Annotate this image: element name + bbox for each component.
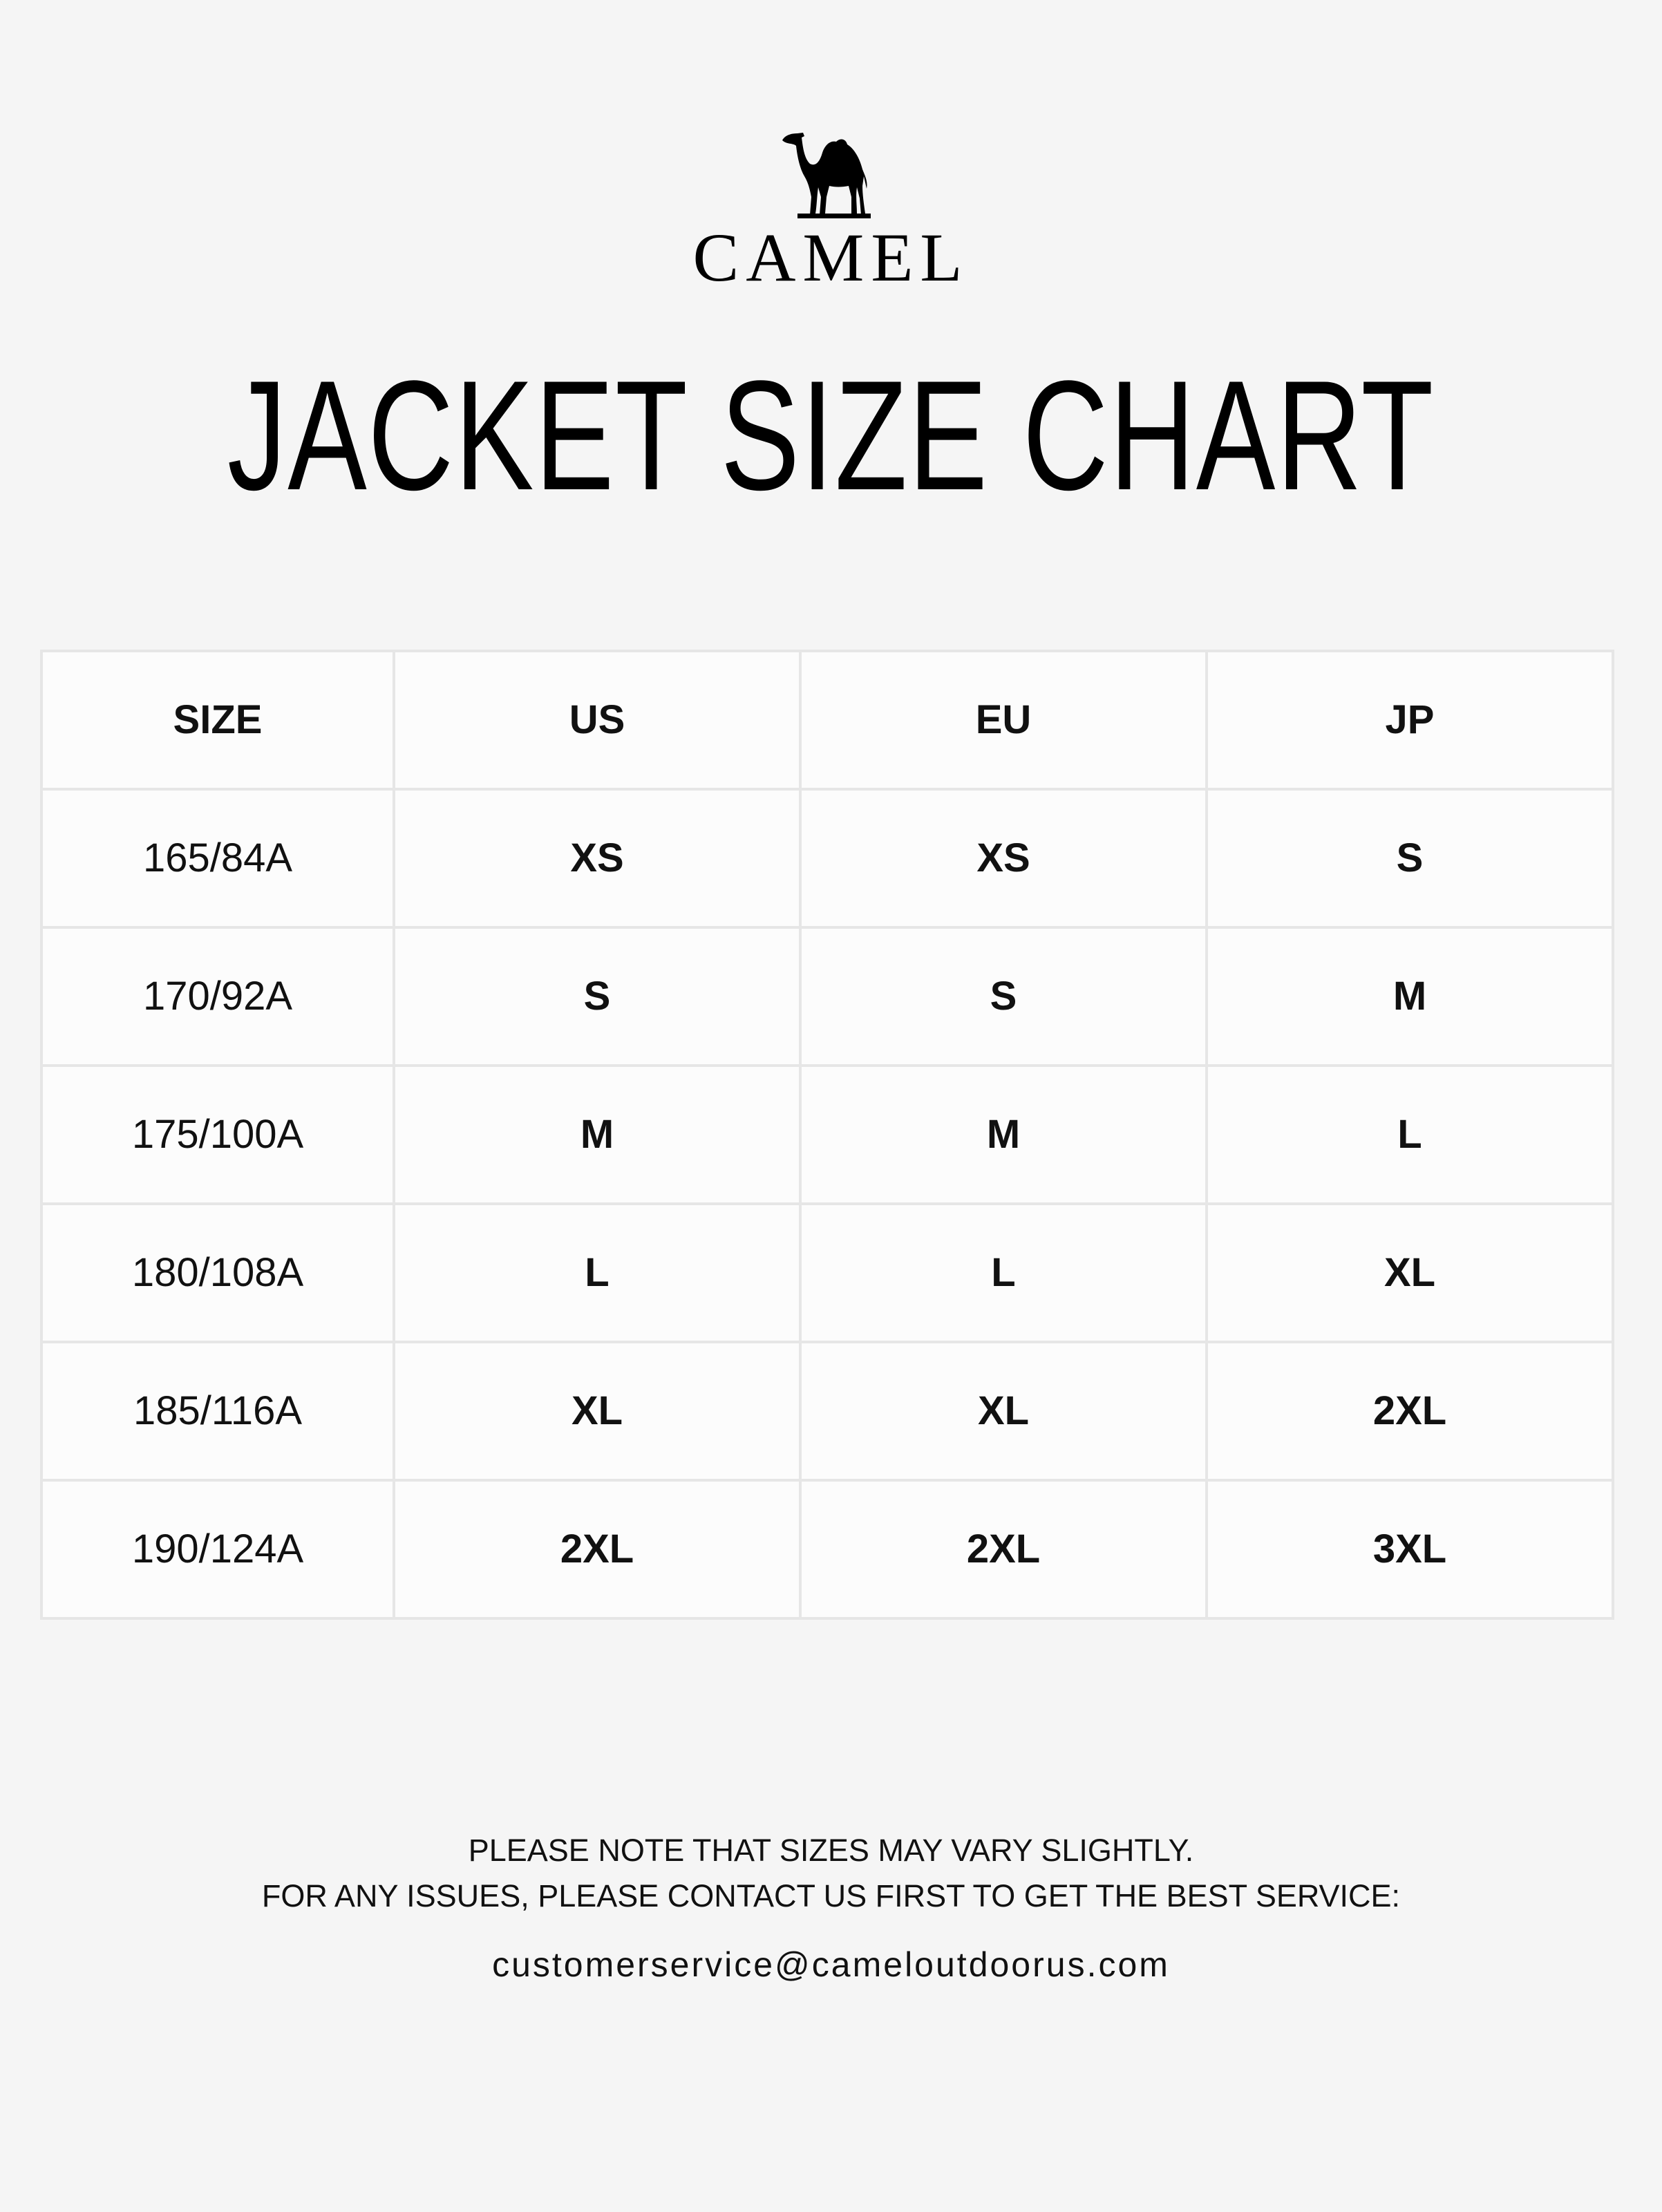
size-chart-table: SIZE US EU JP 165/84A XS XS S 170/92A S S M 17… [40, 650, 1614, 1620]
us-cell: M [393, 1064, 802, 1205]
size-cell: 165/84A [40, 788, 395, 929]
jp-cell: S [1205, 788, 1614, 929]
us-cell: XS [393, 788, 802, 929]
page-title-container: JACKET SIZE CHART [0, 346, 1662, 525]
eu-cell: 2XL [799, 1479, 1208, 1620]
header-eu: EU [799, 650, 1208, 791]
eu-cell: XL [799, 1341, 1208, 1482]
table-header-row: SIZE US EU JP [40, 650, 1614, 791]
eu-cell: M [799, 1064, 1208, 1205]
jp-cell: M [1205, 926, 1614, 1067]
us-cell: S [393, 926, 802, 1067]
size-cell: 170/92A [40, 926, 395, 1067]
brand-name: CAMEL [692, 219, 970, 296]
size-cell: 190/124A [40, 1479, 395, 1620]
table-row: 170/92A S S M [40, 926, 1614, 1067]
header-jp: JP [1205, 650, 1614, 791]
us-cell: L [393, 1202, 802, 1343]
us-cell: 2XL [393, 1479, 802, 1620]
table-row: 180/108A L L XL [40, 1202, 1614, 1343]
header-us: US [393, 650, 802, 791]
page-title: JACKET SIZE CHART [227, 348, 1435, 522]
table-row: 190/124A 2XL 2XL 3XL [40, 1479, 1614, 1620]
size-cell: 180/108A [40, 1202, 395, 1343]
table-row: 185/116A XL XL 2XL [40, 1341, 1614, 1482]
jp-cell: L [1205, 1064, 1614, 1205]
eu-cell: L [799, 1202, 1208, 1343]
table-row: 165/84A XS XS S [40, 788, 1614, 929]
brand-logo [0, 128, 1662, 225]
jp-cell: 2XL [1205, 1341, 1614, 1482]
eu-cell: XS [799, 788, 1208, 929]
size-cell: 175/100A [40, 1064, 395, 1205]
size-cell: 185/116A [40, 1341, 395, 1482]
table-row: 175/100A M M L [40, 1064, 1614, 1205]
header-size: SIZE [40, 650, 395, 791]
us-cell: XL [393, 1341, 802, 1482]
jp-cell: XL [1205, 1202, 1614, 1343]
camel-icon [782, 133, 871, 218]
jp-cell: 3XL [1205, 1479, 1614, 1620]
footer-note-line1: PLEASE NOTE THAT SIZES MAY VARY SLIGHTLY… [468, 1833, 1194, 1868]
eu-cell: S [799, 926, 1208, 1067]
footer-note-line2: FOR ANY ISSUES, PLEASE CONTACT US FIRST … [261, 1878, 1401, 1913]
contact-email-link[interactable]: customerservice@cameloutdoorus.com [492, 1945, 1170, 1984]
